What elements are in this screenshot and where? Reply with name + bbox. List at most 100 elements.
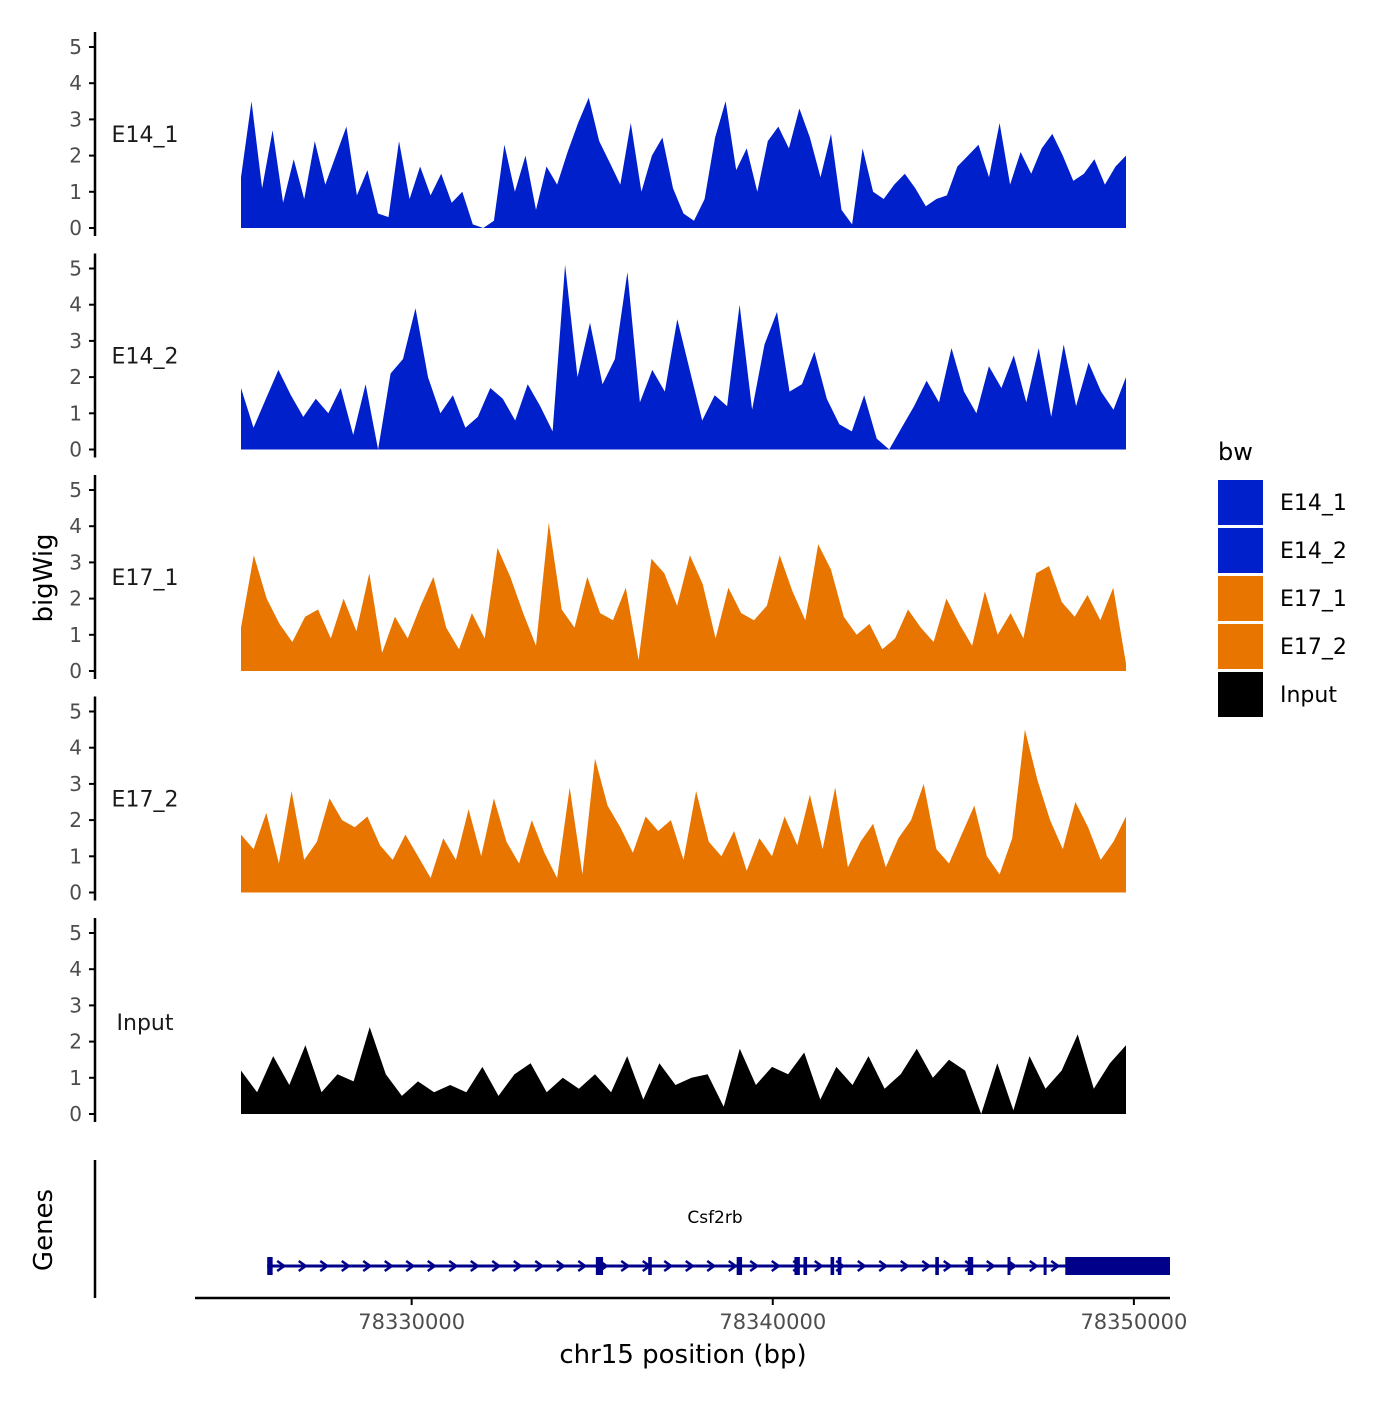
legend-swatch-Input (1218, 672, 1263, 717)
exon-9 (935, 1257, 939, 1275)
strand-arrow (684, 1259, 695, 1273)
track-E14_1: 0 1 2 3 4 5 E14_1 (69, 32, 1126, 240)
y-tick-label-Input-1: 1 (69, 1066, 82, 1090)
x-axis: 78330000 78340000 78350000 (195, 1296, 1187, 1334)
strand-arrow (426, 1259, 437, 1273)
track-E14_2: 0 1 2 3 4 5 E14_2 (69, 253, 1126, 462)
y-tick-label-E17_2-1: 1 (69, 844, 82, 868)
x-tick-label-78350000: 78350000 (1080, 1310, 1187, 1334)
legend-label-E17_2: E17_2 (1280, 635, 1347, 660)
strand-arrow (276, 1259, 287, 1273)
y-tick-label-E14_2-3: 3 (69, 329, 82, 353)
track-E17_2: 0 1 2 3 4 5 E17_2 (69, 696, 1126, 905)
y-tick-label-E14_1-1: 1 (69, 180, 82, 204)
strand-arrow (362, 1259, 373, 1273)
strand-arrow (1007, 1259, 1018, 1273)
strand-arrow (469, 1259, 480, 1273)
track-E17_1: 0 1 2 3 4 5 E17_1 (69, 475, 1126, 683)
exon-8 (837, 1257, 842, 1275)
genes-track-label: Genes (29, 1189, 59, 1271)
strand-arrow (297, 1259, 308, 1273)
track-label-E17_1: E17_1 (112, 566, 179, 591)
x-axis-title: chr15 position (bp) (559, 1340, 806, 1370)
strand-arrow (663, 1259, 674, 1273)
y-tick-label-Input-3: 3 (69, 993, 82, 1017)
y-tick-label-E17_1-5: 5 (69, 478, 82, 502)
x-tick-label-78340000: 78340000 (719, 1310, 826, 1334)
strand-arrow (340, 1259, 351, 1273)
strand-arrow (878, 1259, 889, 1273)
strand-arrow (491, 1259, 502, 1273)
y-tick-label-E14_1-0: 0 (69, 216, 82, 240)
gene-name-label: Csf2rb (687, 1208, 742, 1228)
y-tick-label-E14_1-2: 2 (69, 144, 82, 168)
legend-swatch-E17_2 (1218, 624, 1263, 669)
exon-10 (967, 1257, 974, 1275)
strand-arrow (512, 1259, 523, 1273)
coverage-area-E14_2 (241, 264, 1126, 450)
strand-arrow (319, 1259, 330, 1273)
legend: bw E14_1 E14_2 E17_1 E17_2 Input (1218, 438, 1347, 717)
strand-arrow (1028, 1259, 1039, 1273)
y-tick-label-E17_2-2: 2 (69, 808, 82, 832)
legend-label-Input: Input (1280, 683, 1337, 708)
exon-1 (267, 1257, 273, 1275)
y-tick-label-E14_2-4: 4 (69, 293, 82, 317)
strand-arrow (534, 1259, 545, 1273)
exon-4 (736, 1257, 743, 1275)
y-tick-label-E17_1-2: 2 (69, 587, 82, 611)
y-tick-label-E17_2-4: 4 (69, 736, 82, 760)
strand-arrow (921, 1259, 932, 1273)
track-label-E14_1: E14_1 (112, 123, 179, 148)
y-tick-label-Input-4: 4 (69, 957, 82, 981)
strand-arrow (383, 1259, 394, 1273)
strand-arrow (942, 1259, 953, 1273)
legend-label-E14_1: E14_1 (1280, 491, 1347, 516)
y-tick-label-E14_2-1: 1 (69, 401, 82, 425)
legend-label-E17_1: E17_1 (1280, 587, 1347, 612)
exon-11 (1007, 1257, 1011, 1275)
exon-12 (1043, 1257, 1047, 1275)
strand-arrow (706, 1259, 717, 1273)
legend-label-E14_2: E14_2 (1280, 539, 1347, 564)
strand-arrow (749, 1259, 760, 1273)
track-label-E17_2: E17_2 (112, 788, 179, 813)
exon-2 (595, 1257, 604, 1275)
strand-arrow (813, 1259, 824, 1273)
y-tick-label-E17_2-3: 3 (69, 772, 82, 796)
exon-3 (648, 1257, 652, 1275)
y-tick-label-E14_2-0: 0 (69, 438, 82, 462)
coverage-tracks: 0 1 2 3 4 5 E14_1 0 1 2 3 4 5 E14_2 0 1 2 3 4 5 E17_1 0 1 2 3 4 5 E… (69, 32, 1126, 1126)
y-tick-label-E17_1-1: 1 (69, 623, 82, 647)
strand-arrow (856, 1259, 867, 1273)
y-tick-label-Input-0: 0 (69, 1102, 82, 1126)
genes-track: Genes Csf2rb (29, 1160, 1170, 1298)
y-tick-label-E17_1-4: 4 (69, 514, 82, 538)
coverage-area-Input (241, 1027, 1126, 1114)
strand-arrow (1050, 1259, 1061, 1273)
y-tick-label-E14_1-5: 5 (69, 35, 82, 59)
legend-swatch-E14_1 (1218, 480, 1263, 525)
coverage-area-E17_2 (241, 729, 1126, 893)
y-tick-label-E17_1-3: 3 (69, 550, 82, 574)
strand-arrow (620, 1259, 631, 1273)
y-tick-label-E14_1-4: 4 (69, 71, 82, 95)
x-tick-label-78330000: 78330000 (358, 1310, 465, 1334)
track-label-Input: Input (117, 1011, 174, 1036)
y-tick-label-E17_1-0: 0 (69, 659, 82, 683)
coverage-area-E14_1 (241, 97, 1126, 228)
y-tick-label-E17_2-0: 0 (69, 881, 82, 905)
y-tick-label-E14_1-3: 3 (69, 107, 82, 131)
strand-arrow (555, 1259, 566, 1273)
legend-swatch-E14_2 (1218, 528, 1263, 573)
exon-13 (1065, 1257, 1170, 1275)
y-tick-label-E14_2-5: 5 (69, 257, 82, 281)
track-label-E14_2: E14_2 (112, 345, 179, 370)
legend-swatch-E17_1 (1218, 576, 1263, 621)
strand-arrow (770, 1259, 781, 1273)
exon-7 (830, 1257, 835, 1275)
strand-arrow (727, 1259, 738, 1273)
y-tick-label-E14_2-2: 2 (69, 365, 82, 389)
legend-title: bw (1218, 438, 1253, 466)
